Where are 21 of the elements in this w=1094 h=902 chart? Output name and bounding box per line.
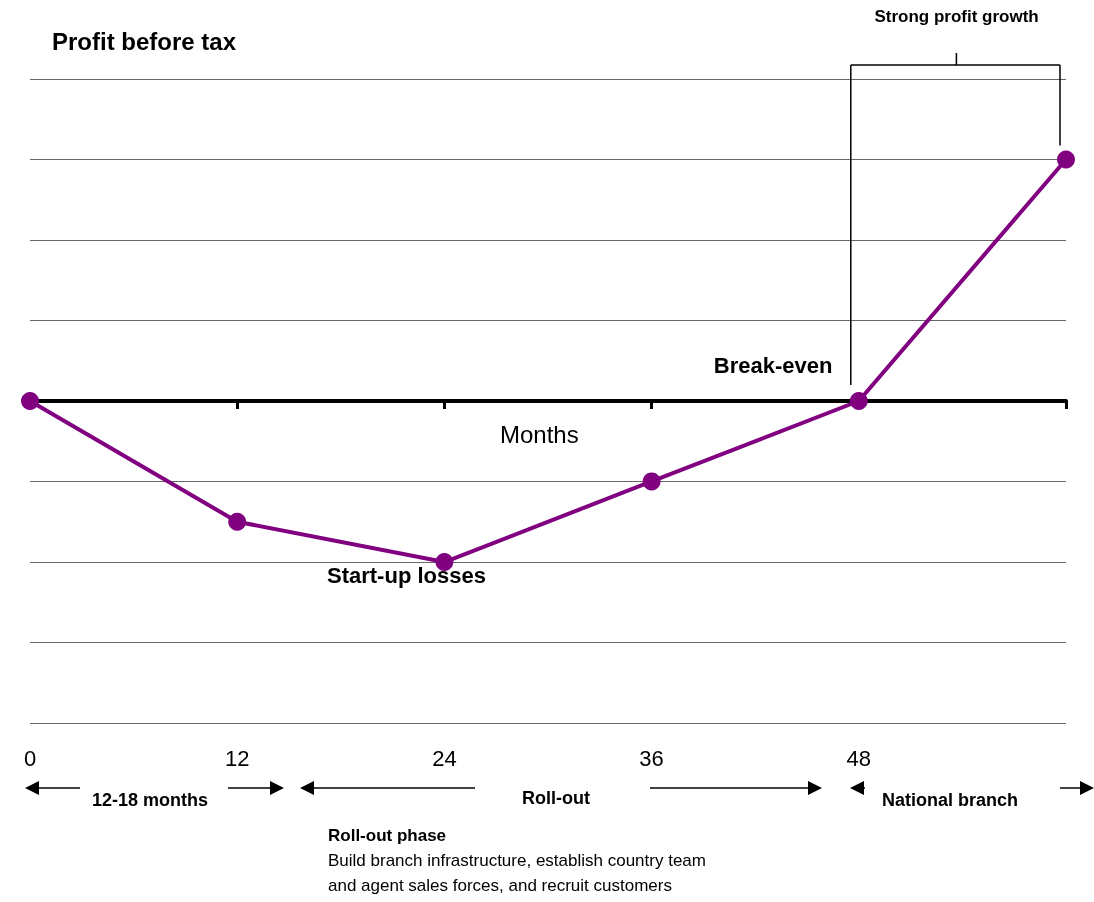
point bbox=[1057, 150, 1075, 169]
x-tick-label: 12 bbox=[224, 745, 250, 771]
x-tick-label: 48 bbox=[846, 745, 872, 771]
point bbox=[642, 472, 661, 491]
text: National branch bbox=[882, 790, 1019, 811]
text: 12-18 months bbox=[92, 790, 209, 811]
text: Start-up losses bbox=[327, 563, 486, 589]
text: and agent sales forces, and recruit customers bbox=[328, 876, 672, 896]
x-tick-label: 24 bbox=[432, 745, 457, 771]
point bbox=[21, 392, 39, 410]
text: Build branch infrastructure, establish country team bbox=[328, 851, 706, 871]
point bbox=[228, 512, 247, 531]
x-tick-label: 36 bbox=[639, 745, 664, 771]
annotation: Break-even bbox=[713, 353, 833, 379]
x-tick-label: 0 bbox=[23, 745, 37, 771]
point bbox=[849, 392, 868, 410]
text: Roll-out bbox=[522, 788, 590, 809]
text: Strong profit growth bbox=[874, 7, 1039, 27]
text: Roll-out phase bbox=[328, 826, 447, 846]
x-axis-title: Months bbox=[500, 421, 579, 449]
chart-title: Profit before tax bbox=[52, 28, 237, 56]
